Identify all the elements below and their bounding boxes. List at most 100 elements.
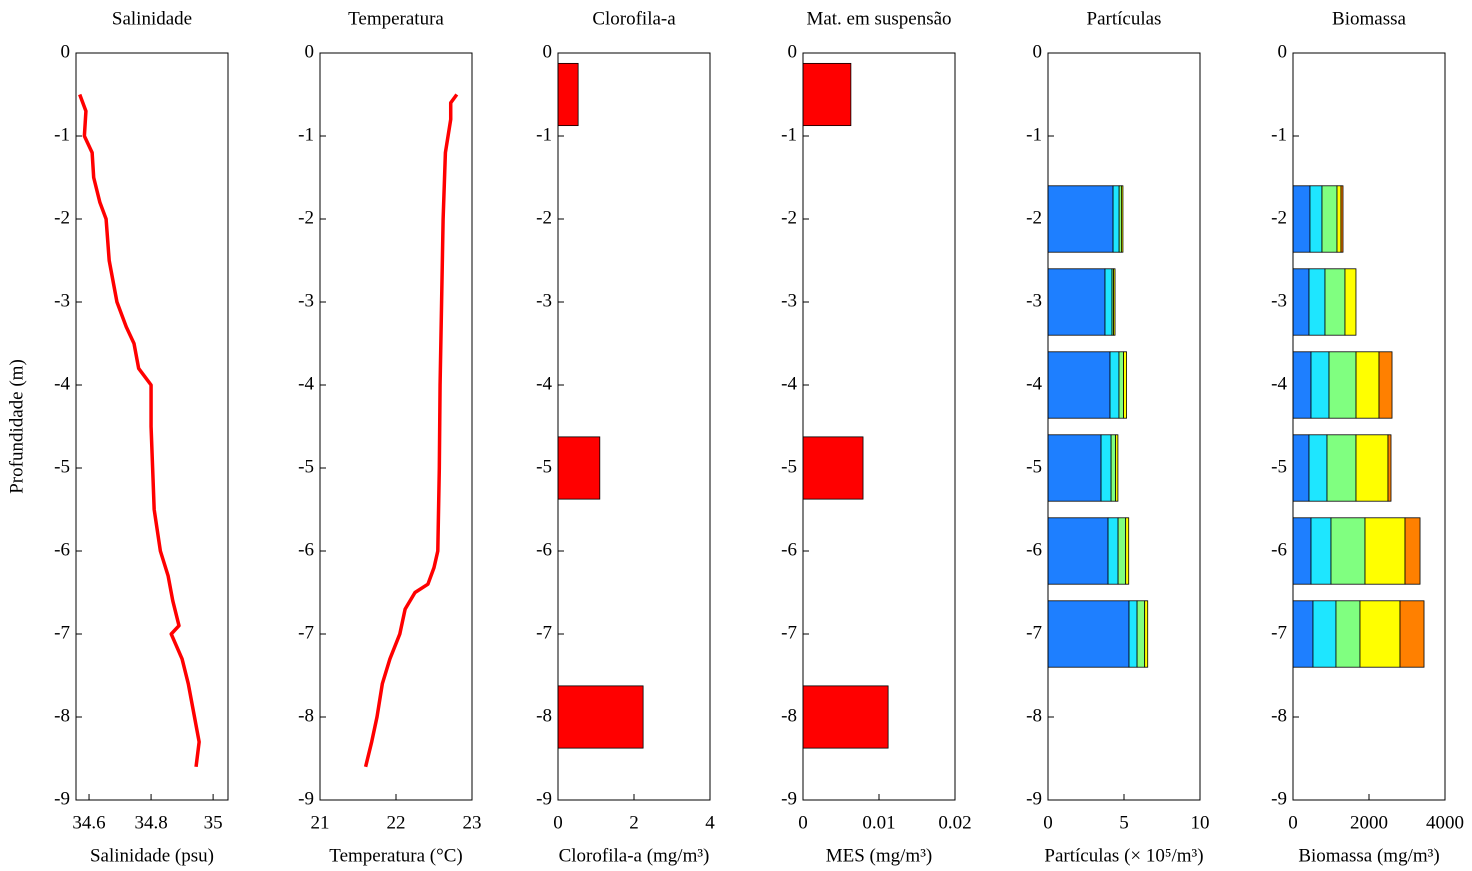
bar-segment xyxy=(1335,600,1361,668)
y-tick-label: -2 xyxy=(536,207,552,228)
bar-segment xyxy=(802,62,852,127)
x-tick-label: 23 xyxy=(463,812,482,833)
x-axis-label: Salinidade (psu) xyxy=(90,845,214,866)
axes-box xyxy=(1047,52,1201,801)
y-tick-label: 0 xyxy=(305,41,315,62)
y-tick-label: -7 xyxy=(298,622,314,643)
bar-segment xyxy=(1047,268,1106,336)
y-tick-label: -3 xyxy=(298,290,314,311)
bar-segment xyxy=(1047,600,1130,668)
bar-segment xyxy=(1117,517,1127,585)
panel-title: Salinidade xyxy=(112,8,192,29)
x-tick-label: 10 xyxy=(1191,812,1210,833)
bar-segment xyxy=(1118,351,1124,419)
profile-line xyxy=(78,93,201,768)
y-tick-label: -4 xyxy=(1271,373,1287,394)
bar-segment xyxy=(1324,268,1346,336)
x-tick-label: 0.01 xyxy=(862,812,895,833)
bar-segment xyxy=(1112,185,1120,253)
bar-segment xyxy=(1404,517,1421,585)
bar-segment xyxy=(1310,517,1332,585)
x-tick-label: 35 xyxy=(204,812,223,833)
y-tick-label: -7 xyxy=(54,622,70,643)
y-tick-label: -2 xyxy=(1026,207,1042,228)
x-tick-label: 22 xyxy=(387,812,406,833)
y-tick-label: -8 xyxy=(1026,705,1042,726)
y-tick-label: -4 xyxy=(54,373,70,394)
y-tick-label: -6 xyxy=(1271,539,1287,560)
bar-segment xyxy=(1355,351,1380,419)
y-tick-label: -4 xyxy=(781,373,797,394)
y-tick-label: -3 xyxy=(536,290,552,311)
y-tick-label: -2 xyxy=(54,207,70,228)
y-tick-label: -8 xyxy=(298,705,314,726)
bar-segment xyxy=(1109,351,1120,419)
panel-title: Partículas xyxy=(1087,8,1162,29)
bar-segment xyxy=(1344,268,1357,336)
y-tick-label: -5 xyxy=(1026,456,1042,477)
x-tick-label: 34.8 xyxy=(134,812,167,833)
bar-segment xyxy=(1047,185,1114,253)
y-tick-label: -4 xyxy=(536,373,552,394)
y-tick-label: -5 xyxy=(54,456,70,477)
bar-segment xyxy=(1292,268,1310,336)
x-tick-label: 34.6 xyxy=(72,812,105,833)
bar-segment xyxy=(1336,185,1342,253)
x-tick-label: 4 xyxy=(705,812,715,833)
y-tick-label: -5 xyxy=(298,456,314,477)
bar-segment xyxy=(1364,517,1406,585)
x-tick-label: 2000 xyxy=(1350,812,1388,833)
bar-segment xyxy=(1292,600,1314,668)
axes-box xyxy=(557,52,711,801)
y-tick-label: -1 xyxy=(54,124,70,145)
bar-segment xyxy=(1047,517,1109,585)
x-axis-label: Temperatura (°C) xyxy=(329,845,462,866)
bar-segment xyxy=(1144,600,1149,668)
bar-segment xyxy=(802,685,889,749)
bar-segment xyxy=(557,62,579,127)
bar-segment xyxy=(1292,351,1312,419)
y-tick-label: -7 xyxy=(1271,622,1287,643)
y-tick-label: -2 xyxy=(781,207,797,228)
y-tick-label: -6 xyxy=(298,539,314,560)
x-tick-label: 21 xyxy=(311,812,330,833)
axes-box xyxy=(75,52,229,801)
bar-segment xyxy=(1115,434,1119,502)
bar-segment xyxy=(802,436,864,500)
y-tick-label: -9 xyxy=(536,788,552,809)
y-tick-label: -4 xyxy=(1026,373,1042,394)
bar-segment xyxy=(1378,351,1393,419)
y-tick-label: -6 xyxy=(54,539,70,560)
y-tick-label: -3 xyxy=(1026,290,1042,311)
y-tick-label: -8 xyxy=(1271,705,1287,726)
bar-segment xyxy=(1355,434,1389,502)
bar-segment xyxy=(1136,600,1146,668)
y-tick-label: 0 xyxy=(543,41,553,62)
y-tick-label: -5 xyxy=(536,456,552,477)
y-tick-label: -7 xyxy=(536,622,552,643)
x-axis-label: Clorofila-a (mg/m³) xyxy=(559,845,710,866)
panel-title: Clorofila-a xyxy=(592,8,676,29)
bar-segment xyxy=(1123,351,1127,419)
panel-title: Biomassa xyxy=(1332,8,1406,29)
bar-segment xyxy=(1321,185,1338,253)
bar-segment xyxy=(1047,351,1111,419)
y-tick-label: -5 xyxy=(781,456,797,477)
bar-segment xyxy=(1110,434,1117,502)
y-tick-label: -1 xyxy=(781,124,797,145)
x-tick-label: 2 xyxy=(629,812,639,833)
bar-segment xyxy=(1121,185,1124,253)
bar-segment xyxy=(1125,517,1130,585)
y-tick-label: -5 xyxy=(1271,456,1287,477)
bar-segment xyxy=(1104,268,1113,336)
panel-title: Mat. em suspensão xyxy=(806,8,951,29)
bar-segment xyxy=(1326,434,1357,502)
y-tick-label: -3 xyxy=(781,290,797,311)
y-tick-label: -6 xyxy=(536,539,552,560)
y-tick-label: -1 xyxy=(1271,124,1287,145)
y-tick-label: -1 xyxy=(536,124,552,145)
y-tick-label: -8 xyxy=(536,705,552,726)
y-tick-label: 0 xyxy=(61,41,71,62)
y-tick-label: -9 xyxy=(298,788,314,809)
